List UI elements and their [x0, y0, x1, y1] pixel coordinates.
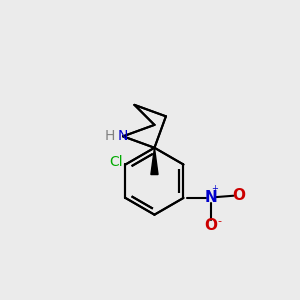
Text: O: O — [232, 188, 245, 203]
Polygon shape — [151, 148, 158, 175]
Text: N: N — [118, 129, 128, 143]
Text: H: H — [105, 129, 115, 143]
Text: O: O — [205, 218, 218, 233]
Text: +: + — [211, 184, 218, 193]
Text: N: N — [205, 190, 218, 206]
Text: -: - — [218, 216, 222, 226]
Text: Cl: Cl — [109, 155, 122, 169]
